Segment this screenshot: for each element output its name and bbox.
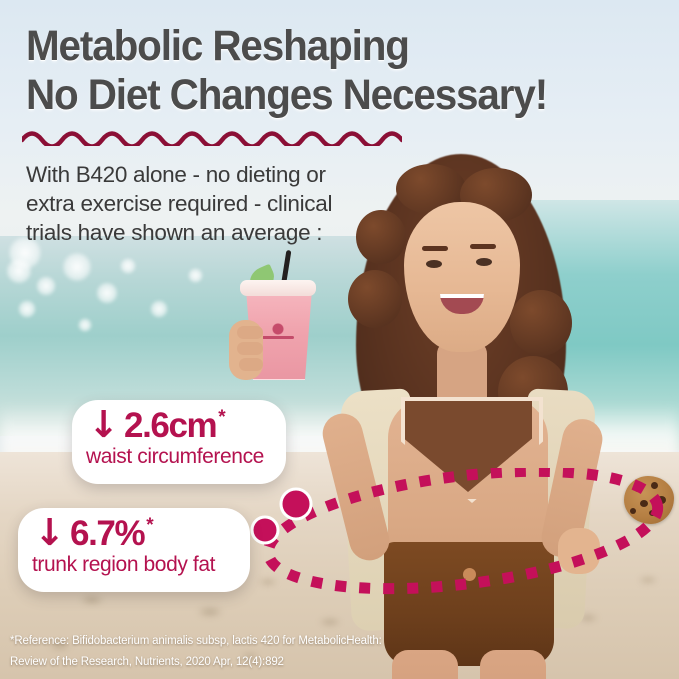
bokeh-light xyxy=(96,282,118,304)
headline-line-2: No Diet Changes Necessary! xyxy=(26,71,548,119)
asterisk-marker: * xyxy=(218,407,226,428)
smile xyxy=(440,294,484,314)
leg-right xyxy=(480,650,546,679)
bokeh-light xyxy=(150,300,168,318)
bokeh-light xyxy=(8,236,42,270)
bokeh-light xyxy=(62,252,92,282)
eye-right xyxy=(476,258,492,266)
stat-value-row: ↓ 2.6cm * xyxy=(72,400,286,444)
chocolate-chip xyxy=(630,508,636,514)
cup-lid xyxy=(240,280,316,296)
shorts xyxy=(384,542,554,666)
body-copy: With B420 alone - no dieting or extra ex… xyxy=(26,162,333,245)
footnote-line-1: *Reference: Bifidobacterium animalis sub… xyxy=(10,635,382,647)
chocolate-chip xyxy=(640,500,648,507)
bokeh-light xyxy=(18,300,36,318)
bokeh-light xyxy=(78,318,92,332)
bokeh-light xyxy=(188,268,203,283)
stat-label: trunk region body fat xyxy=(32,553,216,576)
leg-left xyxy=(392,650,458,679)
stat-value: 6.7% xyxy=(70,514,146,553)
down-arrow-icon: ↓ xyxy=(88,403,120,446)
face xyxy=(404,202,520,352)
wavy-underline xyxy=(22,131,402,146)
stat-label: waist circumference xyxy=(86,445,264,468)
stat-card-waist-circumference: ↓ 2.6cm * waist circumference xyxy=(72,400,286,484)
chocolate-chip xyxy=(651,482,658,489)
model-photo xyxy=(300,150,679,679)
eye-left xyxy=(426,260,442,268)
stat-value: 2.6cm xyxy=(124,406,218,445)
finger xyxy=(237,342,263,355)
eyebrow-right xyxy=(470,244,496,249)
cup-logo xyxy=(259,320,297,350)
bokeh-light xyxy=(36,276,56,296)
footnote-line-2: Review of the Research, Nutrients, 2020 … xyxy=(10,656,284,668)
smoothie-cup xyxy=(229,249,316,380)
finger xyxy=(239,358,263,371)
hair-curl xyxy=(510,290,572,356)
waist-measurement-ellipse xyxy=(250,468,664,595)
asterisk-marker: * xyxy=(146,515,154,536)
bokeh-light xyxy=(120,258,136,274)
hair-curl xyxy=(348,270,402,328)
headline: Metabolic Reshaping No Diet Changes Nece… xyxy=(26,22,628,120)
shorts-button xyxy=(463,568,476,581)
stat-value-row: ↓ 6.7% * xyxy=(18,508,250,552)
hand-right xyxy=(558,528,600,574)
headline-line-1: Metabolic Reshaping xyxy=(26,22,410,70)
hair-curl xyxy=(356,210,406,264)
stat-card-trunk-body-fat: ↓ 6.7% * trunk region body fat xyxy=(18,508,250,592)
footnote-reference: *Reference: Bifidobacterium animalis sub… xyxy=(10,631,470,673)
eyebrow-left xyxy=(422,246,448,251)
down-arrow-icon: ↓ xyxy=(34,511,66,554)
finger xyxy=(237,326,263,339)
